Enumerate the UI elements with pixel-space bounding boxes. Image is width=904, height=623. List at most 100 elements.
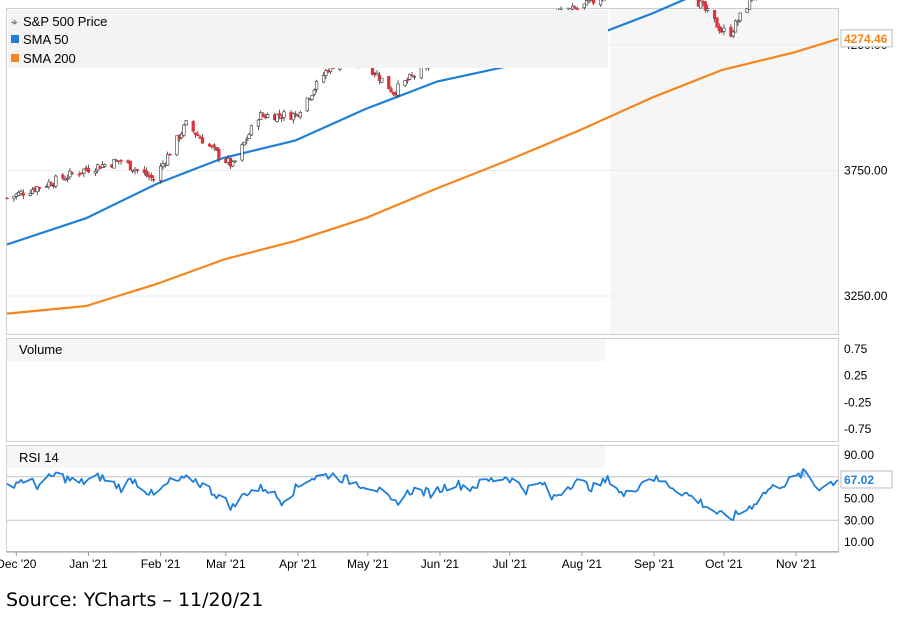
x-tick-label: Aug '21 (562, 557, 603, 571)
candle-body (315, 81, 318, 89)
candle-body (592, 0, 595, 3)
candle-body (231, 162, 234, 166)
candle-body (599, 0, 602, 5)
x-tick-label: Feb '21 (141, 557, 181, 571)
legend-sma50-label: SMA 50 (23, 32, 69, 47)
candle-body (278, 114, 281, 116)
candle-body (185, 121, 188, 125)
price-y-tick-label: 3750.00 (844, 164, 888, 178)
candle-body (169, 154, 172, 155)
candle-body (22, 193, 25, 195)
candle-body (266, 115, 269, 118)
x-tick-label: Jun '21 (421, 557, 460, 571)
candle-body (280, 118, 283, 119)
rsi-y-tick-label: 50.00 (844, 492, 874, 506)
rsi-panel-shade (7, 446, 605, 468)
candle-body (241, 145, 244, 160)
volume-y-tick-label: -0.25 (844, 395, 872, 409)
candle-body (197, 135, 200, 136)
candle-body (66, 178, 69, 179)
candle-body (136, 169, 139, 170)
candle-body (218, 149, 221, 158)
candle-body (120, 160, 123, 161)
candle-body (723, 28, 726, 31)
candle-body (159, 166, 162, 180)
candle-body (257, 120, 260, 126)
candle-body (380, 78, 383, 82)
legend-price-label: S&P 500 Price (23, 14, 107, 29)
volume-y-tick-label: -0.75 (844, 422, 872, 436)
rsi-y-tick-label: 10.00 (844, 535, 874, 549)
rsi-panel-title: RSI 14 (19, 450, 59, 465)
candle-body (588, 1, 591, 2)
candle-body (748, 0, 751, 9)
candle-body (376, 73, 379, 75)
candle-body (150, 175, 153, 178)
x-tick-label: Apr '21 (279, 557, 317, 571)
candle-body (576, 9, 579, 10)
sma50-swatch-icon (11, 35, 19, 43)
candle-body (311, 95, 314, 99)
candle-body (213, 145, 216, 147)
candle-body (192, 121, 195, 131)
candle-body (713, 10, 716, 18)
candle-body (283, 112, 286, 118)
legend-price[interactable]: ⌖ S&P 500 Price (11, 14, 107, 29)
candle-body (299, 112, 302, 117)
candle-body (245, 140, 248, 141)
candle-body (322, 75, 325, 82)
candle-body (6, 198, 9, 199)
rsi-y-tick-label: 30.00 (844, 513, 874, 527)
rsi-last-badge-label: 67.02 (844, 473, 874, 487)
volume-panel-shade (7, 339, 605, 361)
candle-body (50, 183, 53, 186)
candle-body (55, 176, 58, 186)
candle-body (103, 164, 106, 166)
sma200-swatch-icon (11, 54, 19, 62)
source-caption: Source: YCharts – 11/20/21 (6, 589, 263, 611)
x-tick-label: Nov '21 (776, 557, 817, 571)
candle-body (413, 76, 416, 77)
candle-body (38, 187, 41, 188)
candle-body (716, 18, 719, 28)
sma200-last-badge: 4274.46 (841, 30, 892, 47)
candle-body (183, 125, 186, 135)
x-tick-label: Oct '21 (705, 557, 743, 571)
candle-body (574, 7, 577, 8)
candle-body (152, 179, 155, 180)
candle-body (71, 173, 74, 174)
rsi-y-tick-label: 90.00 (844, 448, 874, 462)
candle-body (62, 175, 65, 178)
candle-body (397, 84, 400, 95)
candle-body (706, 9, 709, 11)
candle-body (739, 13, 742, 20)
x-tick-label: Dec '20 (0, 557, 37, 571)
volume-y-tick-label: 0.25 (844, 369, 868, 383)
candle-body (201, 138, 204, 144)
candle-body (78, 174, 81, 175)
price-panel-shade (610, 9, 838, 334)
x-tick-label: Mar '21 (206, 557, 246, 571)
candle-body (737, 22, 740, 23)
candle-body (29, 193, 32, 195)
candle-body (390, 89, 393, 92)
candle-body (250, 126, 253, 135)
x-tick-label: Jan '21 (69, 557, 108, 571)
candle-body (404, 81, 407, 86)
candle-body (732, 32, 735, 36)
candle-body (387, 76, 390, 89)
sma200-last-badge-label: 4274.46 (844, 32, 888, 46)
candle-body (129, 161, 132, 170)
crosshair-icon: ⌖ (11, 15, 18, 29)
x-tick-label: Sep '21 (634, 557, 675, 571)
candle-body (243, 142, 246, 145)
legend-sma200-label: SMA 200 (23, 51, 76, 66)
price-y-tick-label: 3250.00 (844, 289, 888, 303)
x-tick-label: Jul '21 (493, 557, 528, 571)
candle-body (313, 90, 316, 94)
candle-body (87, 168, 90, 172)
x-tick-label: May '21 (347, 557, 389, 571)
candle-body (166, 154, 169, 165)
candle-body (234, 161, 237, 162)
